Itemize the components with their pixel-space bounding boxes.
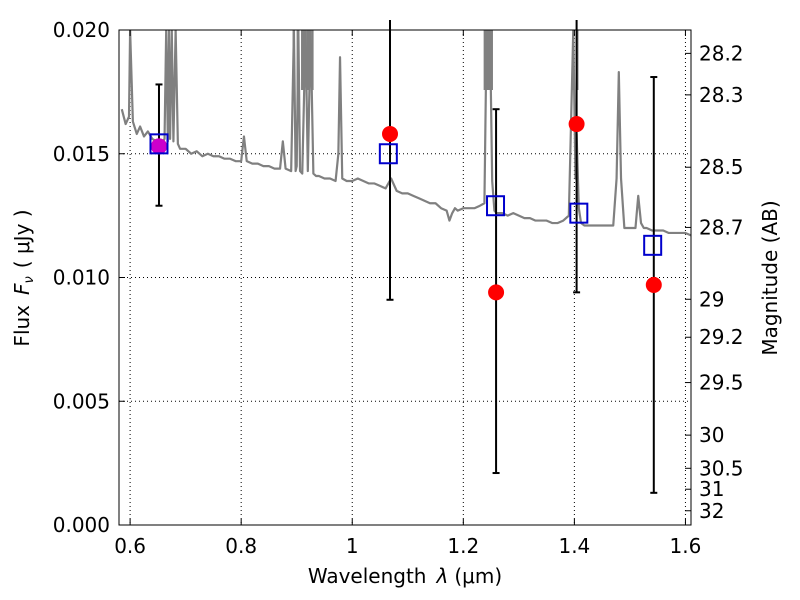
grid-lines	[119, 30, 691, 525]
sed-peak-line	[486, 30, 493, 90]
sed-peak-line	[292, 30, 299, 90]
model-square	[486, 195, 506, 217]
x-tick-label: 1.4	[558, 534, 590, 558]
y2-tick-label: 30	[699, 423, 724, 447]
error-bars	[155, 20, 658, 494]
model-square	[149, 133, 169, 155]
y-tick-label: 0.010	[53, 266, 110, 290]
plot-frame	[118, 29, 692, 526]
x-tick-label: 1.6	[670, 534, 702, 558]
model-square	[569, 202, 589, 224]
observed-points	[150, 116, 662, 301]
model-sed-line	[120, 30, 691, 237]
y2-tick-label: 31	[699, 477, 724, 501]
observed-point	[382, 125, 399, 142]
x-axis-title-unit: (μm)	[454, 564, 502, 588]
y-tick-label: 0.020	[53, 18, 110, 42]
x-axis-title-prefix: Wavelength	[308, 564, 427, 588]
model-square	[643, 234, 663, 256]
y-axis-title-symbol: F	[10, 283, 34, 295]
y2-tick-label: 28.7	[699, 215, 744, 239]
y-tick-label: 0.015	[53, 142, 110, 166]
y2-tick-label: 29	[699, 287, 724, 311]
y-tick-label: 0.005	[53, 389, 110, 413]
x-tick-label: 1	[346, 534, 359, 558]
sed-line-path	[120, 30, 691, 237]
y2-tick-label: 28.3	[699, 83, 744, 107]
observed-point	[568, 116, 585, 133]
highlight-point	[150, 138, 167, 155]
y2-tick-label: 29.5	[699, 371, 744, 395]
y-axis-ticks: 0.000 0.005 0.010 0.015 0.020	[53, 18, 125, 537]
y-axis-title-sub: ν	[22, 276, 37, 283]
sed-peak-line	[485, 30, 492, 90]
y-tick-label: 0.000	[53, 513, 110, 537]
observed-point	[645, 276, 662, 293]
x-tick-label: 1.2	[447, 534, 479, 558]
y2-tick-label: 32	[699, 499, 724, 523]
plot-area	[120, 20, 691, 494]
y-axis-title: Flux Fν ( μJy )	[10, 209, 37, 346]
x-axis-title: Wavelength λ (μm)	[308, 564, 502, 588]
y2-axis-title: Magnitude (AB)	[758, 200, 782, 355]
y2-tick-label: 28.2	[699, 41, 744, 65]
y2-tick-label: 30.5	[699, 456, 744, 480]
sed-peak-line	[297, 30, 304, 90]
x-tick-label: 0.8	[225, 534, 257, 558]
model-square	[378, 143, 398, 165]
sed-peak-line	[307, 30, 314, 90]
y2-tick-label: 28.5	[699, 155, 744, 179]
y2-tick-label: 29.2	[699, 325, 744, 349]
x-axis-title-symbol: λ	[436, 564, 449, 588]
y-axis-title-prefix: Flux	[10, 305, 34, 347]
x-tick-label: 0.6	[114, 534, 146, 558]
model-squares	[149, 133, 663, 256]
x-axis-ticks: 0.6 0.8 1 1.2 1.4 1.6	[114, 30, 701, 558]
y-axis-title-unit: ( μJy )	[10, 209, 34, 268]
observed-point	[488, 284, 505, 301]
